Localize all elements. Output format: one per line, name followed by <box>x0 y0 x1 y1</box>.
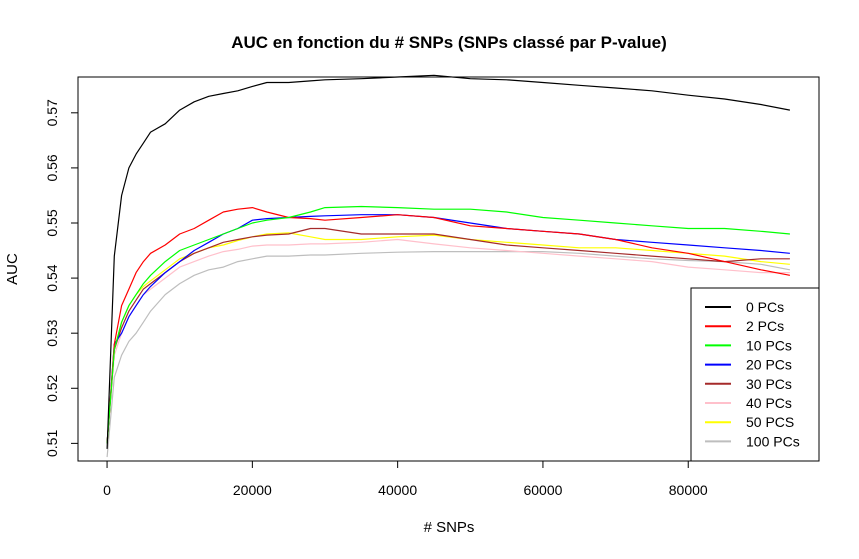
x-axis: 0 20000 40000 60000 80000 <box>103 460 708 498</box>
series-layer <box>106 74 791 458</box>
x-tick-label: 60000 <box>523 482 562 498</box>
series-line-50-pcs <box>106 232 790 444</box>
legend-label: 40 PCs <box>746 395 792 411</box>
series-line-20-pcs <box>106 214 790 444</box>
legend-label: 0 PCs <box>746 299 784 315</box>
legend-label: 30 PCs <box>746 376 792 392</box>
y-tick-label: 0.51 <box>44 430 60 457</box>
series-line-2-pcs <box>106 207 791 444</box>
y-axis-label: AUC <box>4 253 21 285</box>
y-tick-label: 0.56 <box>44 154 60 181</box>
y-tick-label: 0.55 <box>44 209 60 236</box>
series-line-100-pcs <box>106 251 791 458</box>
legend-label: 2 PCs <box>746 318 784 334</box>
y-tick-label: 0.57 <box>44 99 60 126</box>
x-tick-label: 20000 <box>233 482 272 498</box>
legend-label: 100 PCs <box>746 433 800 449</box>
x-tick-label: 80000 <box>669 482 708 498</box>
series-line-30-pcs <box>106 227 790 444</box>
y-tick-label: 0.54 <box>44 264 60 291</box>
x-tick-label: 0 <box>103 482 111 498</box>
chart-title: AUC en fonction du # SNPs (SNPs classé p… <box>231 33 667 52</box>
x-tick-label: 40000 <box>378 482 417 498</box>
legend: 0 PCs 2 PCs 10 PCs 20 PCs 30 PCs 40 PCs 50 PCS… <box>690 287 820 462</box>
series-line-10-pcs <box>106 205 790 444</box>
legend-label: 10 PCs <box>746 337 792 353</box>
y-tick-label: 0.52 <box>44 374 60 401</box>
y-tick-label: 0.53 <box>44 319 60 346</box>
legend-box <box>690 287 820 462</box>
series-line-0-pcs <box>106 74 791 449</box>
legend-label: 20 PCs <box>746 357 792 373</box>
x-axis-label: # SNPs <box>424 519 475 536</box>
y-axis: 0.51 0.52 0.53 0.54 0.55 0.56 0.57 <box>44 99 79 457</box>
legend-label: 50 PCS <box>746 414 794 430</box>
